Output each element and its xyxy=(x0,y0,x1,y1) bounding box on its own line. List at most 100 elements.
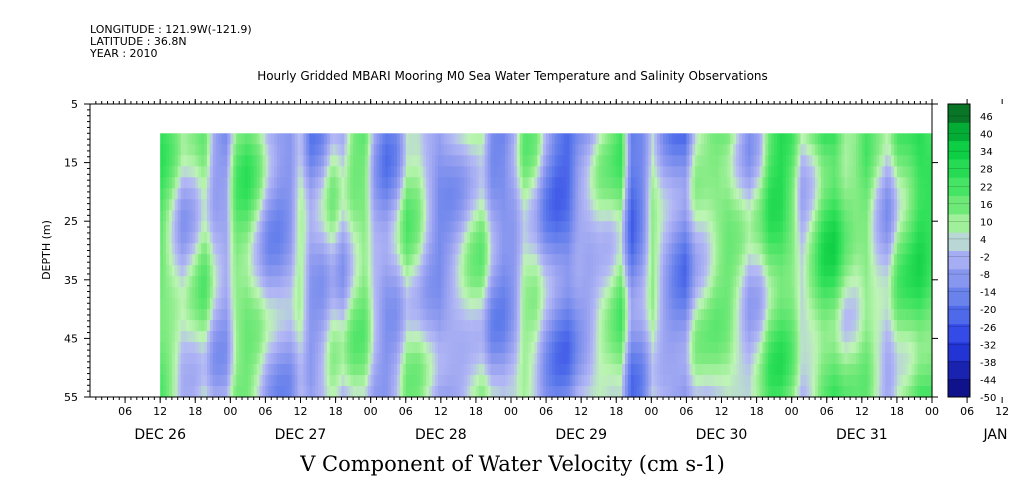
heat-cell xyxy=(683,320,688,332)
heat-cell xyxy=(423,144,427,156)
heat-cell xyxy=(554,364,559,376)
heat-cell xyxy=(747,177,752,189)
heat-cell xyxy=(265,243,269,255)
heat-cell xyxy=(265,155,269,167)
heat-cell xyxy=(224,254,229,266)
heat-cell xyxy=(417,188,421,200)
heat-cell xyxy=(698,155,702,167)
heat-cell xyxy=(525,243,530,255)
heat-cell xyxy=(595,188,600,200)
heat-cell xyxy=(379,155,383,167)
heat-cell xyxy=(703,353,708,365)
heat-cell xyxy=(651,133,655,145)
heat-cell xyxy=(592,265,597,277)
heat-cell xyxy=(557,364,562,376)
heat-cell xyxy=(186,133,190,145)
heat-cell xyxy=(502,254,506,266)
heat-cell xyxy=(607,386,611,398)
heat-cell xyxy=(201,309,205,321)
heat-cell xyxy=(426,243,430,255)
heat-cell xyxy=(668,133,673,145)
heat-cell xyxy=(215,276,220,288)
heat-cell xyxy=(446,298,451,310)
heat-cell xyxy=(361,221,366,233)
heat-cell xyxy=(396,298,401,310)
heat-cell xyxy=(496,331,500,343)
heat-cell xyxy=(432,298,436,310)
heat-cell xyxy=(239,386,243,398)
heat-cell xyxy=(233,309,237,321)
heat-cell xyxy=(557,144,562,156)
heat-cell xyxy=(701,243,705,255)
heat-cell xyxy=(475,309,480,321)
heat-cell xyxy=(385,364,389,376)
heat-cell xyxy=(364,232,369,244)
heat-cell xyxy=(285,243,290,255)
heat-cell xyxy=(434,342,439,354)
heat-cell xyxy=(452,177,457,189)
heat-cell xyxy=(759,221,764,233)
heat-cell xyxy=(692,144,696,156)
heat-cell xyxy=(426,320,430,332)
heat-cell xyxy=(584,265,588,277)
heat-cell xyxy=(399,276,404,288)
heat-cell xyxy=(481,276,486,288)
heat-cell xyxy=(367,166,372,178)
heat-cell xyxy=(262,188,267,200)
heat-cell xyxy=(335,221,340,233)
heat-cell xyxy=(323,353,328,365)
heat-cell xyxy=(525,276,530,288)
heat-cell xyxy=(250,232,255,244)
heat-cell xyxy=(227,320,231,332)
heat-cell xyxy=(347,133,351,145)
heat-cell xyxy=(581,155,585,167)
heat-cell xyxy=(546,144,550,156)
heat-cell xyxy=(288,199,293,211)
heat-cell xyxy=(402,254,407,266)
heat-cell xyxy=(534,353,538,365)
heat-cell xyxy=(385,188,389,200)
heat-cell xyxy=(531,254,535,266)
heat-cell xyxy=(487,188,492,200)
heat-cell xyxy=(683,232,688,244)
heat-cell xyxy=(487,166,492,178)
heat-cell xyxy=(250,353,255,365)
heat-cell xyxy=(242,199,246,211)
heat-cell xyxy=(227,155,231,167)
heat-cell xyxy=(493,166,497,178)
heat-cell xyxy=(686,276,690,288)
heat-cell xyxy=(183,221,188,233)
heat-cell xyxy=(329,221,334,233)
heat-cell xyxy=(566,265,571,277)
heat-cell xyxy=(218,287,223,299)
heat-cell xyxy=(426,177,430,189)
heat-cell xyxy=(505,133,509,145)
heat-cell xyxy=(204,232,208,244)
heat-cell xyxy=(543,287,547,299)
heat-cell xyxy=(247,133,252,145)
heat-cell xyxy=(215,364,220,376)
heat-cell xyxy=(525,386,530,398)
heat-cell xyxy=(487,144,492,156)
heat-cell xyxy=(388,188,392,200)
heat-cell xyxy=(280,386,284,398)
heat-cell xyxy=(265,144,269,156)
heat-cell xyxy=(461,144,465,156)
heat-cell xyxy=(423,386,427,398)
heat-cell xyxy=(168,309,173,321)
heat-cell xyxy=(367,221,372,233)
heat-cell xyxy=(540,287,544,299)
heat-cell xyxy=(522,309,527,321)
heat-cell xyxy=(464,155,468,167)
heat-cell xyxy=(215,254,220,266)
heat-cell xyxy=(274,353,278,365)
heat-cell xyxy=(516,298,521,310)
heat-cell xyxy=(274,386,278,398)
heat-cell xyxy=(361,133,366,145)
heat-cell xyxy=(584,298,588,310)
heat-cell xyxy=(566,155,571,167)
heat-cell xyxy=(361,386,366,398)
heat-cell xyxy=(674,375,679,387)
heat-cell xyxy=(578,243,582,255)
heat-cell xyxy=(522,188,527,200)
